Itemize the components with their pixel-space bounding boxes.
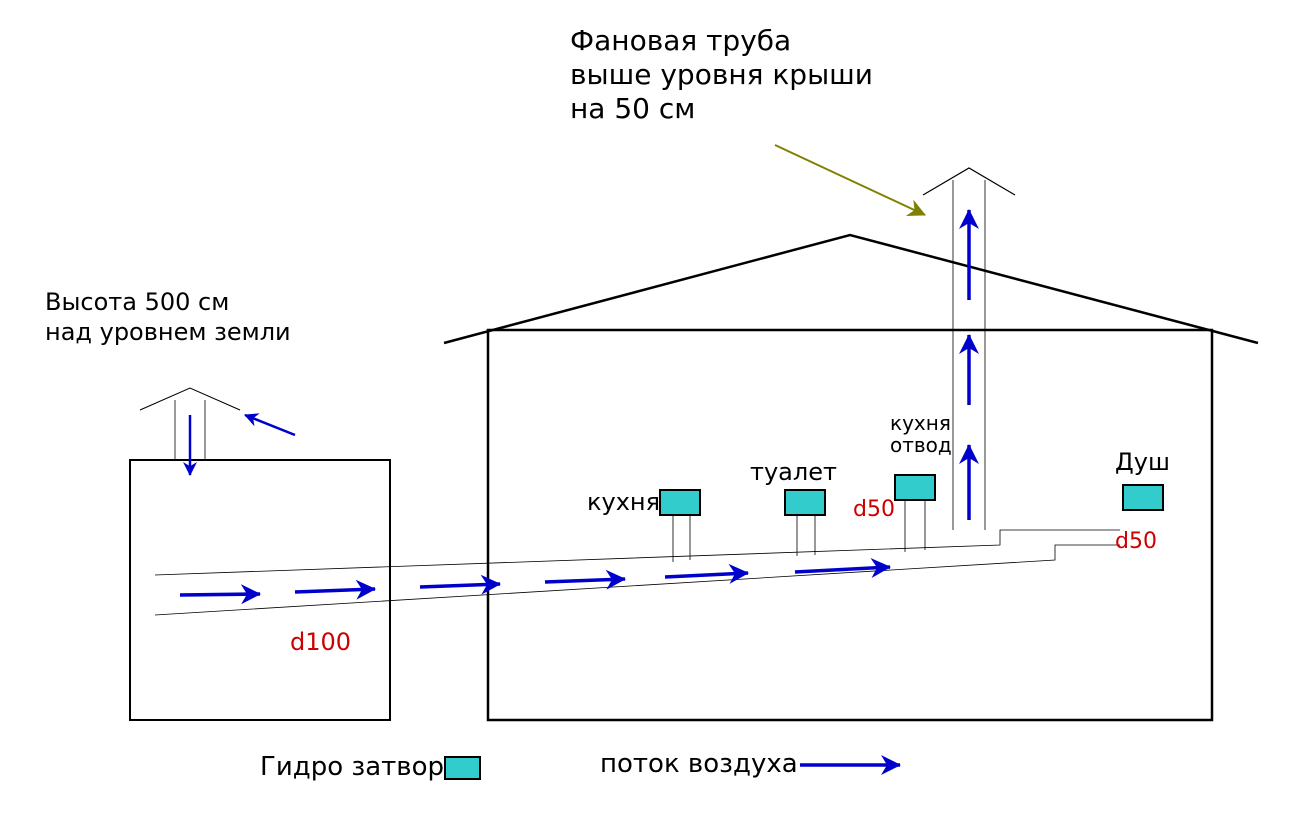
flow-arrow-3: [545, 579, 625, 582]
dsize-kitchen-drain: d50: [853, 497, 895, 522]
house-wall: [488, 330, 1212, 720]
septic-title-0: Высота 500 см: [45, 288, 229, 316]
branch-2: [905, 500, 925, 552]
branch-0: [673, 515, 690, 562]
branch-1: [797, 515, 815, 556]
legend-trap-icon: [445, 757, 480, 779]
legend-flow-label: поток воздуха: [600, 749, 798, 779]
septic-out-arrow: [245, 415, 295, 435]
septic-vent-cap: [140, 388, 240, 410]
d100-label: d100: [290, 628, 351, 656]
legend-trap-label: Гидро затвор: [260, 752, 444, 782]
dsize-shower: d50: [1115, 529, 1157, 554]
trap-toilet: [785, 490, 825, 515]
vent-callout-arrow: [775, 145, 925, 215]
trap-kitchen: [660, 490, 700, 515]
flow-arrow-0: [180, 594, 260, 595]
flow-arrow-1: [295, 589, 375, 592]
fixture-label-shower: Душ: [1115, 448, 1170, 476]
fixture-label-kitchen: кухня: [587, 488, 660, 516]
vent-title-0: Фановая труба: [570, 24, 791, 57]
vent-cap: [923, 168, 1015, 195]
fixture-label-toilet: туалет: [750, 458, 837, 486]
vent-title-1: выше уровня крыши: [570, 58, 873, 91]
fixture-label-kitchen-drain-0: кухня: [890, 411, 951, 435]
trap-shower: [1123, 485, 1163, 510]
septic-title-1: над уровнем земли: [45, 318, 291, 346]
roof: [444, 235, 1258, 343]
trap-kitchen-drain: [895, 475, 935, 500]
main-pipe-bottom: [155, 545, 1120, 615]
fixture-label-kitchen-drain-1: отвод: [890, 433, 952, 457]
vent-title-2: на 50 см: [570, 92, 695, 125]
flow-arrow-4: [665, 573, 748, 577]
main-pipe-top: [155, 530, 1120, 575]
